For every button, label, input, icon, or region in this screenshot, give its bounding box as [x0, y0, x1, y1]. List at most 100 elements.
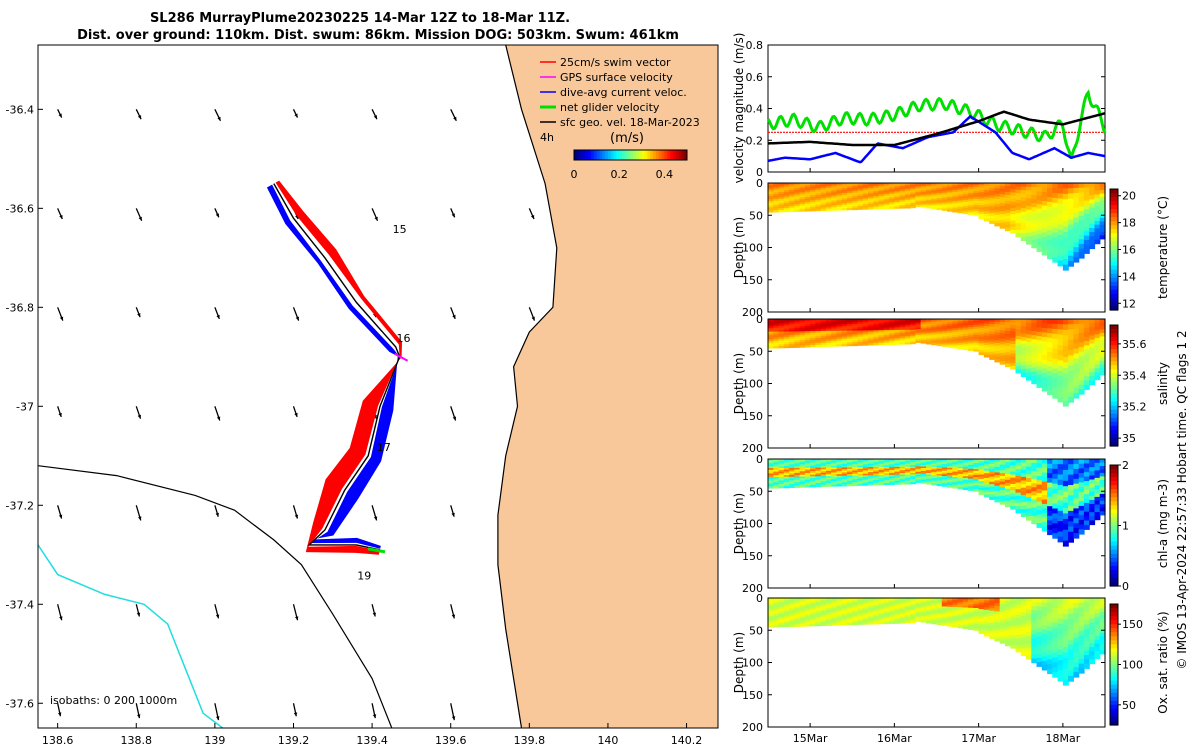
profile-cell	[978, 216, 985, 220]
profile-cell	[941, 332, 948, 335]
profile-cell	[952, 192, 959, 195]
profile-cell	[847, 462, 853, 465]
profile-cell	[973, 620, 980, 623]
profile-cell	[999, 197, 1006, 201]
profile-cell	[1015, 339, 1022, 344]
profile-cell	[1041, 363, 1048, 369]
profile-cell	[920, 613, 927, 616]
profile-cell	[904, 469, 911, 473]
profile-cell	[1047, 337, 1053, 344]
profile-cell	[878, 192, 885, 195]
profile-cell	[1052, 523, 1059, 529]
profile-cell	[804, 459, 811, 462]
profile-cell	[1099, 608, 1106, 613]
profile-cell	[815, 478, 822, 481]
profile-cell	[857, 335, 864, 338]
profile-cell	[1010, 477, 1017, 482]
profile-cell	[815, 205, 822, 208]
profile-cell	[1010, 493, 1017, 498]
profile-cell	[1073, 463, 1080, 470]
profile-cell	[1094, 639, 1101, 645]
profile-cell	[783, 344, 790, 347]
profile-cell	[1099, 500, 1106, 505]
profile-cell	[804, 618, 811, 622]
profile-cell	[894, 203, 901, 206]
profile-cell	[957, 462, 964, 466]
profile-colorbar-cell	[1110, 465, 1118, 470]
profile-cell	[936, 202, 943, 206]
profile-cell	[794, 197, 801, 200]
geo-arrow	[57, 406, 62, 418]
profile-cell	[1047, 206, 1053, 212]
profile-cell	[825, 334, 832, 337]
profile-cell	[825, 620, 832, 623]
profile-cell	[1073, 459, 1080, 465]
profile-cell	[857, 323, 864, 327]
profile-cell	[868, 184, 874, 187]
profile-cell	[868, 617, 874, 620]
profile-cell	[883, 195, 890, 198]
profile-cell	[1089, 195, 1096, 200]
profile-cell	[1068, 229, 1074, 236]
profile-cell	[789, 612, 795, 615]
profile-cell	[1031, 602, 1038, 607]
profile-colorbar-cell	[1110, 473, 1118, 478]
profile-colorbar-cell	[1110, 349, 1118, 354]
profile-cell	[825, 615, 832, 618]
profile-cell	[947, 608, 953, 611]
map-ytick-label: -37.2	[6, 499, 34, 512]
profile-cell	[1005, 479, 1011, 484]
profile-cell	[962, 476, 969, 479]
profile-cell	[968, 598, 974, 601]
profile-cell	[873, 467, 880, 470]
profile-cell	[804, 198, 811, 201]
profile-cell	[1047, 510, 1053, 517]
profile-cell	[904, 204, 911, 207]
colorbar-cell	[633, 150, 637, 160]
profile-cell	[852, 327, 859, 330]
profile-cell	[931, 602, 938, 605]
legend-current: dive-avg current veloc.	[560, 86, 687, 99]
geo-arrow	[450, 208, 456, 218]
profile-cell	[768, 340, 774, 344]
profile-cell	[941, 611, 948, 614]
profile-cell	[783, 617, 790, 620]
profile-cell	[1020, 619, 1027, 624]
profile-cell	[973, 201, 980, 204]
profile-colorbar-cell	[1110, 608, 1118, 613]
profile-cell	[894, 322, 901, 325]
profile-cell	[1094, 500, 1101, 506]
profile-cell	[1052, 602, 1059, 609]
profile-ytick-label: 0	[756, 453, 763, 466]
profile-cell	[831, 598, 838, 601]
profile-cell	[1089, 508, 1096, 513]
profile-cell	[1083, 183, 1090, 188]
profile-cell	[862, 335, 869, 338]
profile-cell	[878, 483, 885, 486]
geo-arrow	[214, 406, 221, 421]
profile-cell	[831, 623, 838, 626]
profile-cell	[978, 598, 985, 601]
profile-cell	[989, 346, 996, 350]
profile-cell	[1089, 339, 1096, 345]
profile-cell	[968, 344, 974, 347]
profile-cell	[778, 603, 785, 606]
profile-cell	[852, 186, 859, 189]
profile-colorbar-cell	[1110, 497, 1118, 502]
profile-cell	[1020, 484, 1027, 489]
profile-cell	[836, 465, 843, 468]
profile-cell	[868, 609, 874, 612]
profile-cell	[1062, 518, 1069, 525]
profile-colorbar-frame	[1109, 324, 1119, 447]
geo-arrow	[292, 406, 298, 418]
profile-cell	[1036, 501, 1043, 507]
profile-cell	[1062, 373, 1069, 380]
profile-cell	[989, 354, 996, 358]
profile-cell	[941, 484, 948, 487]
profile-cell	[1057, 510, 1064, 517]
geo-arrow	[450, 604, 456, 619]
profile-cell	[1036, 336, 1043, 341]
profile-ytick-label: 100	[742, 657, 763, 670]
profile-cell	[1078, 328, 1085, 334]
colorbar-cell	[624, 150, 629, 160]
